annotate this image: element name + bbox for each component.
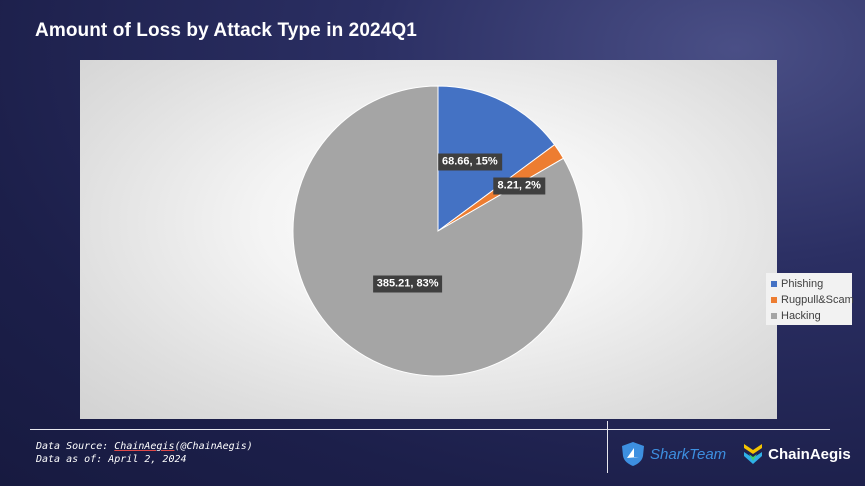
chainaegis-logo-text: ChainAegis — [768, 445, 851, 463]
source-suffix: (@ChainAegis) — [174, 441, 253, 452]
legend-label: Phishing — [781, 278, 824, 290]
legend-item-phishing: Phishing — [771, 276, 852, 292]
data-source: Data Source: ChainAegis(@ChainAegis) Dat… — [36, 440, 253, 466]
source-link[interactable]: ChainAegis — [114, 441, 175, 452]
source-prefix: Data Source: — [36, 441, 115, 452]
data-label-rugpull-scam: 8.21, 2% — [493, 177, 545, 195]
pie-chart — [292, 85, 584, 377]
sharkteam-logo-text: SharkTeam — [650, 445, 727, 463]
legend-item-rugpull-scam: Rugpull&Scam — [771, 292, 854, 308]
legend-label: Rugpull&Scam — [781, 294, 854, 306]
footer-divider — [30, 429, 830, 430]
legend-item-hacking: Hacking — [771, 308, 852, 324]
legend-swatch — [771, 297, 777, 303]
source-line: Data Source: ChainAegis(@ChainAegis) — [36, 440, 253, 453]
pie-slice-hacking — [292, 85, 584, 377]
data-label-phishing: 68.66, 15% — [438, 153, 502, 171]
chart-title: Amount of Loss by Attack Type in 2024Q1 — [35, 20, 417, 41]
chart-plot-area: 68.66, 15% 8.21, 2% 385.21, 83% Phishing Ru… — [80, 60, 854, 419]
shark-shield-icon — [622, 442, 644, 466]
chainaegis-logo-icon — [744, 444, 763, 464]
footer-vertical-divider — [607, 421, 608, 473]
legend-label: Hacking — [781, 310, 821, 322]
logo-bar: SharkTeam ChainAegis — [620, 438, 851, 470]
legend-swatch — [771, 281, 777, 287]
data-label-hacking: 385.21, 83% — [372, 275, 443, 293]
data-as-of: Data as of: April 2, 2024 — [36, 454, 187, 465]
legend-swatch — [771, 313, 777, 319]
chart-legend: Phishing Rugpull&Scam Hacking — [766, 273, 854, 325]
